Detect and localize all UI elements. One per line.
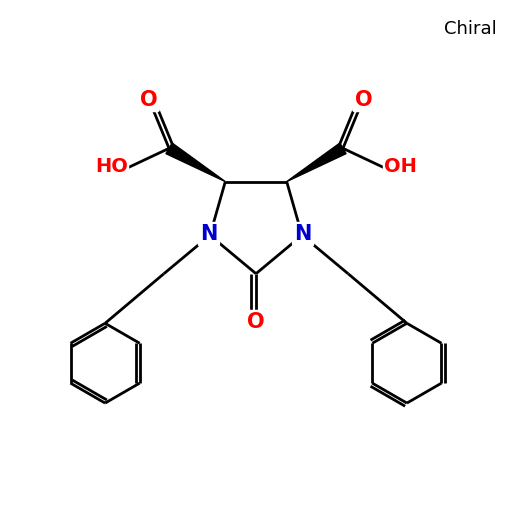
Text: Chiral: Chiral xyxy=(444,20,497,38)
Text: O: O xyxy=(247,312,265,332)
Text: O: O xyxy=(355,90,372,110)
Text: N: N xyxy=(200,225,218,244)
Text: N: N xyxy=(294,225,312,244)
Text: HO: HO xyxy=(95,157,127,176)
Text: O: O xyxy=(140,90,157,110)
Polygon shape xyxy=(166,143,225,181)
Polygon shape xyxy=(287,143,346,181)
Text: OH: OH xyxy=(385,157,417,176)
